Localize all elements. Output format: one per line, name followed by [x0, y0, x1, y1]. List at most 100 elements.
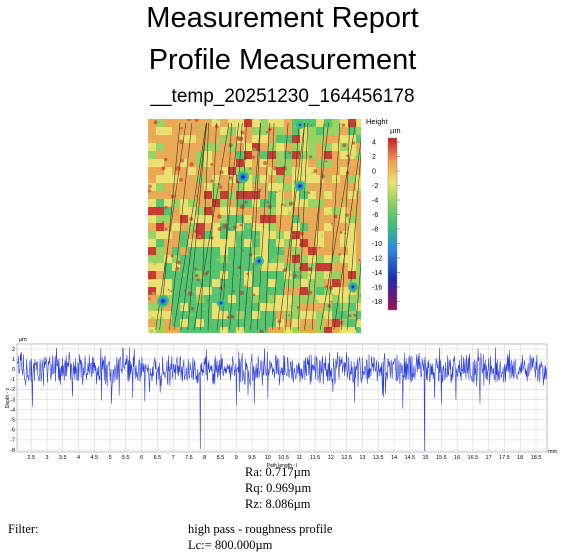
height-map-cell	[260, 191, 269, 200]
height-map-cell	[164, 207, 173, 216]
height-map-cell	[268, 183, 277, 192]
height-map-cell	[332, 327, 341, 333]
x-tick-label: 5	[109, 455, 112, 461]
height-map-cell	[348, 207, 357, 216]
scan-path-line	[237, 122, 247, 331]
scan-path-line	[229, 122, 243, 331]
height-map-cell	[148, 159, 157, 168]
height-map-speck	[246, 224, 251, 229]
height-map-cell	[260, 271, 269, 280]
height-map-cell	[196, 311, 205, 320]
x-tick-label: 18	[517, 455, 523, 461]
pit-core	[257, 259, 261, 263]
height-map-cell	[340, 135, 349, 144]
height-map-cell	[292, 311, 301, 320]
scan-path-line	[311, 122, 325, 331]
height-map-cell	[148, 303, 157, 312]
height-map-cell	[196, 279, 205, 288]
height-map-cell	[348, 223, 357, 232]
height-map-cell	[220, 207, 229, 216]
height-map-speck	[249, 167, 252, 170]
height-map-cell	[268, 143, 277, 152]
height-map-cell	[204, 207, 213, 216]
height-map-cell	[260, 175, 269, 184]
height-map-speck	[341, 123, 346, 127]
height-map-cell	[220, 231, 229, 240]
height-map-cell	[188, 167, 197, 176]
height-map-cell	[164, 143, 173, 152]
height-map-speck	[149, 204, 152, 207]
height-map-cell	[276, 215, 285, 224]
height-map-cell	[220, 327, 229, 333]
height-map-speck	[282, 330, 286, 333]
height-map-cell	[172, 255, 181, 264]
height-map-cell	[332, 263, 341, 272]
height-map-cell	[196, 223, 205, 232]
height-map-cell	[284, 151, 293, 160]
filter-value: high pass - roughness profile	[188, 522, 333, 536]
height-map-cell	[172, 127, 181, 136]
height-map-cell	[196, 135, 205, 144]
height-map-speck	[212, 137, 215, 140]
y-axis-label: Depth - z	[5, 387, 11, 408]
height-map-cell	[164, 319, 173, 328]
height-map-cell	[172, 271, 181, 280]
height-map-cell	[220, 247, 229, 256]
height-map-cell	[180, 207, 189, 216]
x-tick-label: 17.5	[499, 455, 510, 461]
height-map-cell	[196, 231, 205, 240]
height-map-cell	[148, 151, 157, 160]
height-map-cell	[324, 143, 333, 152]
height-map-cell	[356, 143, 361, 152]
height-map-speck	[239, 223, 243, 227]
height-map-cell	[172, 199, 181, 208]
height-map-cell	[340, 127, 349, 136]
height-map-cell	[276, 191, 285, 200]
height-map-cell	[252, 143, 261, 152]
height-map-cell	[276, 199, 285, 208]
height-map-cell	[180, 231, 189, 240]
height-map-cell	[348, 167, 357, 176]
height-map-cell	[292, 247, 301, 256]
height-map-cell	[348, 175, 357, 184]
height-map-cell	[276, 319, 285, 328]
height-map-cell	[164, 119, 173, 128]
height-map-cell	[220, 239, 229, 248]
height-map-speck	[287, 211, 292, 216]
height-map-cell	[196, 303, 205, 312]
height-map-cell	[348, 239, 357, 248]
height-map-cell	[324, 191, 333, 200]
height-map-cell	[308, 263, 317, 272]
height-map-cell	[156, 135, 165, 144]
height-map-cell	[188, 143, 197, 152]
height-map-cell	[164, 215, 173, 224]
height-map-cell	[316, 135, 325, 144]
height-map-speck	[191, 302, 194, 305]
height-map-cell	[164, 199, 173, 208]
height-map-speck	[176, 260, 181, 265]
height-map-speck	[329, 209, 332, 212]
height-map-cell	[284, 231, 293, 240]
colorbar-tick-label: -12	[372, 256, 382, 263]
height-map-cell	[212, 247, 221, 256]
height-map-cell	[268, 215, 277, 224]
height-map-cell	[212, 327, 221, 333]
height-map-cell	[196, 239, 205, 248]
height-map-cell	[276, 167, 285, 176]
height-map-cell	[212, 151, 221, 160]
height-map-cell	[196, 271, 205, 280]
colorbar-tick-label: -10	[372, 241, 382, 248]
height-map-cell	[332, 295, 341, 304]
height-map-cell	[284, 239, 293, 248]
height-map-cell	[268, 175, 277, 184]
x-tick-label: 17	[486, 455, 492, 461]
height-map-cell	[156, 159, 165, 168]
colorbar-tick-label: -6	[372, 212, 378, 219]
height-map-cell	[356, 207, 361, 216]
height-map-cell	[148, 175, 157, 184]
x-tick-label: 5.5	[122, 455, 130, 461]
height-map-speck	[151, 291, 156, 297]
height-map-cell	[188, 119, 197, 128]
height-map-speck	[204, 119, 209, 122]
height-map-cell	[212, 319, 221, 328]
